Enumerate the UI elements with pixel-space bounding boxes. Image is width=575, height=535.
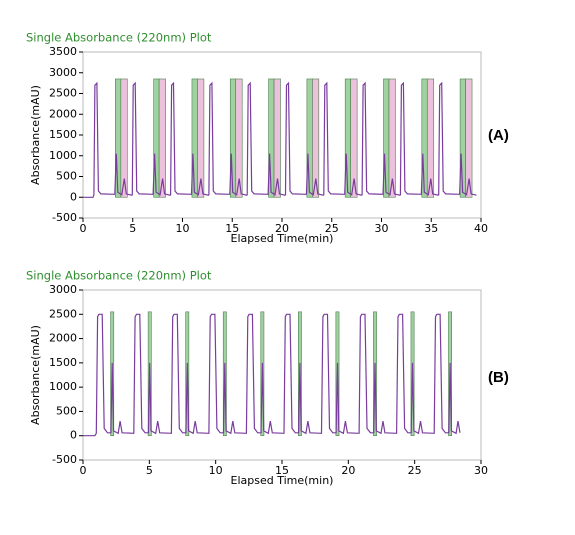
fraction-band: [115, 78, 122, 198]
y-tick-label: 1500: [49, 128, 77, 141]
panel-label: (B): [488, 369, 509, 386]
fraction-band: [197, 78, 205, 198]
chart-title: Single Absorbance (220nm) Plot: [26, 31, 212, 45]
fraction-band: [153, 78, 160, 198]
fraction-band: [388, 78, 396, 198]
x-tick-label: 10: [209, 464, 223, 477]
y-tick-label: 2500: [49, 307, 77, 320]
x-tick-label: 5: [146, 464, 153, 477]
fraction-band: [465, 78, 473, 198]
x-tick-label: 25: [325, 222, 339, 235]
fraction-band: [350, 78, 358, 198]
trace: [83, 81, 477, 198]
fraction-band: [268, 78, 275, 198]
y-tick-label: 3500: [49, 45, 77, 58]
fraction-band: [312, 78, 320, 198]
fraction-band: [235, 78, 243, 198]
fraction-band: [306, 78, 313, 198]
fraction-band: [229, 78, 237, 198]
x-tick-label: 40: [474, 222, 488, 235]
fraction-band: [344, 78, 351, 198]
fraction-band: [459, 78, 466, 198]
y-tick-label: 0: [70, 429, 77, 442]
fraction-band: [273, 78, 281, 198]
fraction-band: [383, 78, 390, 198]
plot-area: [82, 51, 482, 219]
y-tick-label: -500: [52, 211, 77, 224]
x-axis-label: Elapsed Time(min): [231, 232, 334, 245]
y-axis-label: Absorbance(mAU): [29, 85, 42, 185]
x-tick-label: 15: [225, 222, 239, 235]
fraction-band: [426, 78, 435, 198]
fraction-band: [421, 78, 428, 198]
y-tick-label: 1500: [49, 356, 77, 369]
x-tick-label: 20: [275, 222, 289, 235]
fraction-band: [158, 78, 166, 198]
x-tick-label: 25: [408, 464, 422, 477]
x-tick-label: 20: [341, 464, 355, 477]
y-tick-label: 0: [70, 190, 77, 203]
x-tick-label: 0: [80, 222, 87, 235]
fraction-band: [120, 78, 128, 198]
y-tick-label: 3000: [49, 283, 77, 296]
plot-area: [82, 289, 482, 461]
x-tick-label: 10: [176, 222, 190, 235]
y-tick-label: 500: [56, 170, 77, 183]
trace: [83, 313, 461, 437]
x-tick-label: 5: [129, 222, 136, 235]
y-tick-label: 2000: [49, 107, 77, 120]
y-tick-label: 1000: [49, 149, 77, 162]
y-axis-label: Absorbance(mAU): [29, 325, 42, 425]
fraction-band: [191, 78, 198, 198]
y-tick-label: 2000: [49, 332, 77, 345]
x-tick-label: 15: [275, 464, 289, 477]
chart-title: Single Absorbance (220nm) Plot: [26, 269, 212, 283]
x-tick-label: 0: [80, 464, 87, 477]
y-tick-label: -500: [52, 453, 77, 466]
x-axis-label: Elapsed Time(min): [231, 474, 334, 487]
panel-label: (A): [488, 127, 509, 144]
y-tick-label: 1000: [49, 380, 77, 393]
x-tick-label: 35: [424, 222, 438, 235]
x-tick-label: 30: [474, 464, 488, 477]
y-tick-label: 2500: [49, 87, 77, 100]
y-tick-label: 3000: [49, 66, 77, 79]
y-tick-label: 500: [56, 404, 77, 417]
x-tick-label: 30: [375, 222, 389, 235]
